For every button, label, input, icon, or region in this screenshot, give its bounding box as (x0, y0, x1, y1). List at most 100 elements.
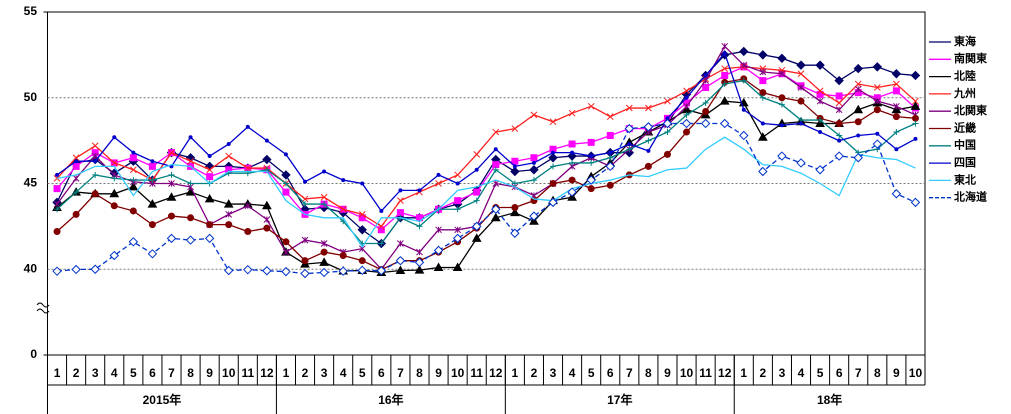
point (320, 193, 328, 201)
point (377, 223, 385, 230)
point (568, 176, 576, 184)
x-tick-label: 4 (111, 366, 118, 380)
point (587, 138, 595, 146)
point (797, 70, 805, 78)
legend-item: 四国 (929, 156, 976, 169)
x-tick-label: 12 (260, 366, 274, 380)
point (244, 164, 252, 172)
point (683, 87, 690, 95)
point (491, 204, 501, 214)
point (834, 151, 844, 161)
point (131, 150, 136, 155)
point (204, 233, 215, 244)
legend-item: 九州 (929, 86, 976, 100)
x-tick-label: 5 (588, 366, 595, 380)
legend-label: 中国 (954, 138, 976, 152)
point (207, 154, 212, 158)
point (836, 132, 843, 139)
point (320, 248, 328, 256)
x-tick-label: 10 (909, 366, 923, 380)
point (872, 139, 883, 149)
point (415, 214, 423, 222)
point (778, 101, 785, 108)
x-tick-label: 8 (416, 366, 423, 380)
point (414, 257, 425, 268)
point (109, 250, 119, 261)
point (435, 226, 442, 234)
y-tick-label: 0 (30, 347, 37, 361)
point (433, 262, 444, 272)
point (338, 266, 348, 276)
x-tick-label: 11 (241, 366, 254, 380)
series-line (56, 66, 916, 231)
x-tick-label: 3 (550, 366, 557, 380)
point (569, 159, 576, 166)
x-tick-label: 7 (168, 366, 175, 380)
point (587, 102, 595, 110)
point (492, 161, 500, 169)
point (319, 267, 329, 278)
x-tick-label: 8 (187, 366, 194, 380)
x-tick-label: 6 (149, 366, 156, 380)
legend-label: 近畿 (954, 120, 976, 134)
point (645, 104, 652, 112)
point (490, 212, 501, 222)
point (910, 70, 921, 81)
point (149, 177, 156, 184)
x-tick-label: 3 (92, 366, 99, 380)
point (510, 207, 520, 217)
point (166, 192, 177, 201)
point (873, 84, 881, 91)
point (112, 135, 117, 140)
point (128, 181, 139, 191)
point (282, 248, 290, 256)
point (91, 142, 99, 150)
point (891, 189, 902, 199)
series (53, 63, 919, 230)
point (301, 257, 309, 265)
series-line (56, 50, 916, 245)
legend-label: 北陸 (954, 69, 976, 83)
point (815, 60, 825, 70)
x-tick-label: 9 (435, 366, 442, 380)
point (492, 180, 500, 187)
point (282, 238, 290, 246)
point (739, 130, 749, 141)
point (837, 138, 842, 143)
point (721, 65, 729, 72)
point (357, 265, 367, 276)
point (53, 175, 61, 182)
point (511, 180, 518, 187)
x-tick-label: 1 (283, 366, 290, 380)
point (608, 150, 613, 155)
point (301, 195, 309, 203)
point (398, 188, 403, 193)
point (683, 102, 690, 110)
x-tick-label: 1 (740, 366, 747, 380)
point (302, 201, 309, 208)
point (358, 257, 366, 265)
point (130, 177, 137, 184)
series-line (56, 136, 916, 249)
x-tick-label: 8 (874, 366, 881, 380)
point (663, 150, 671, 158)
x-tick-label: 4 (340, 366, 347, 380)
point (435, 180, 442, 187)
point (626, 146, 633, 153)
point (357, 225, 367, 235)
point (758, 50, 768, 60)
point (606, 113, 614, 120)
point (875, 131, 880, 136)
point (319, 257, 329, 266)
point (662, 118, 673, 129)
point (511, 125, 519, 132)
point (454, 226, 461, 234)
legend-label: 北海道 (954, 190, 987, 204)
point (644, 162, 652, 170)
point (607, 154, 614, 161)
point (53, 228, 61, 235)
point (493, 147, 498, 152)
x-tick-label: 6 (607, 366, 614, 380)
point (73, 189, 80, 196)
point (74, 159, 79, 164)
